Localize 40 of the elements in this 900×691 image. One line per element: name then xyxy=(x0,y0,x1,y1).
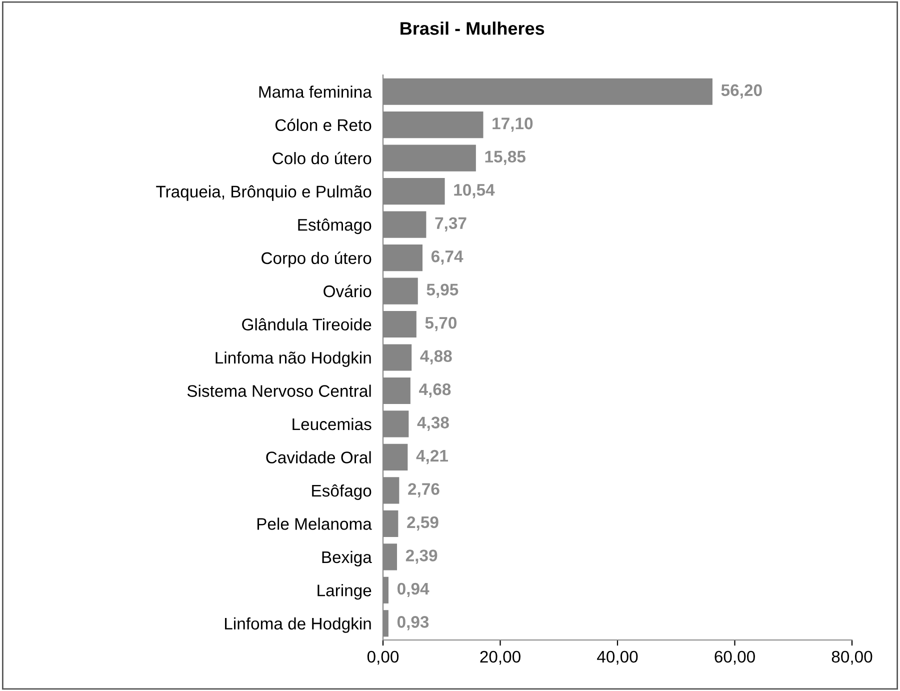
data-label: 15,85 xyxy=(485,150,526,165)
y-tick-label: Corpo do útero xyxy=(262,252,372,268)
data-label: 7,37 xyxy=(435,217,466,232)
y-tick-label: Ovário xyxy=(324,284,372,298)
y-tick-label: Linfoma de Hodgkin xyxy=(225,617,371,633)
y-tick-label: Pele Melanoma xyxy=(257,518,372,530)
y-tick-label: Glândula Tireoide xyxy=(242,318,372,330)
data-label: 10,54 xyxy=(454,184,495,198)
data-label: 5,70 xyxy=(425,316,457,332)
data-label: 5,95 xyxy=(426,284,458,298)
y-tick-label: Cavidade Oral xyxy=(266,451,371,464)
chart-title: Brasil - Mulheres xyxy=(400,22,544,35)
y-tick-label: Cólon e Reto xyxy=(275,118,372,132)
x-tick-label: 60,00 xyxy=(714,650,755,665)
data-label: 2,39 xyxy=(406,550,438,564)
y-tick-label: Laringe xyxy=(318,584,372,600)
y-tick-label: Estômago xyxy=(298,218,372,234)
x-tick-label: 40,00 xyxy=(597,650,638,665)
data-label: 4,68 xyxy=(419,383,451,398)
y-tick-label: Sistema Nervoso Central xyxy=(187,384,371,397)
y-tick-label: Bexiga xyxy=(322,550,372,566)
data-label: 4,88 xyxy=(420,350,452,364)
data-label: 2,76 xyxy=(408,483,440,498)
y-tick-label: Mama feminina xyxy=(259,86,372,98)
y-tick-label: Linfoma não Hodgkin xyxy=(216,351,371,367)
x-tick-label: 0,00 xyxy=(367,650,399,665)
data-label: 0,93 xyxy=(397,616,429,630)
x-tick-label: 20,00 xyxy=(480,650,520,665)
data-label: 0,94 xyxy=(398,582,430,598)
y-tick-label: Leucemias xyxy=(292,418,372,430)
y-tick-label: Colo do útero xyxy=(272,152,372,164)
y-tick-label: Esôfago xyxy=(312,484,372,500)
data-label: 17,10 xyxy=(492,118,533,132)
data-label: 2,59 xyxy=(407,516,438,531)
x-tick-label: 80,00 xyxy=(832,650,872,665)
data-label: 6,74 xyxy=(431,250,464,265)
y-tick-label: Traqueia, Brônquio e Pulmão xyxy=(156,185,372,201)
data-label: 4,21 xyxy=(416,450,448,464)
data-label: 56,20 xyxy=(721,84,762,99)
data-label: 4,38 xyxy=(417,416,449,431)
